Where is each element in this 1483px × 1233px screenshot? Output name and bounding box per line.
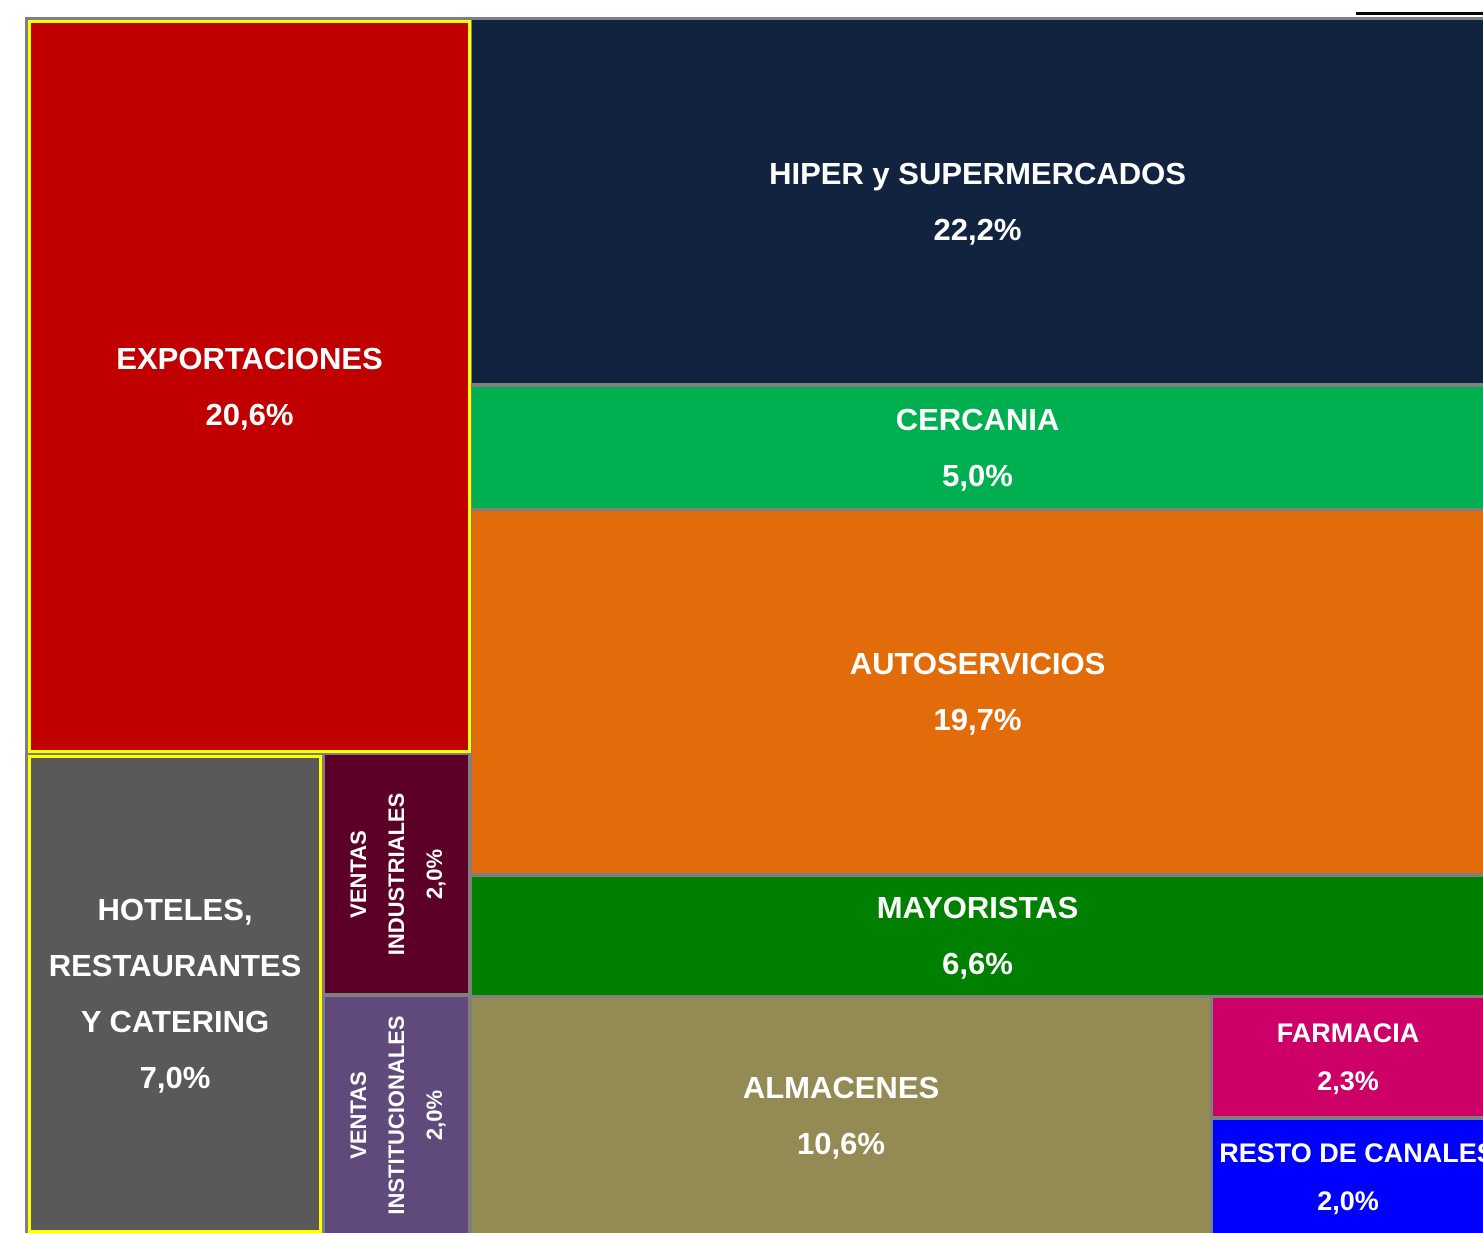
cell-value-label: 7,0% xyxy=(139,1060,211,1095)
cell-label: VENTAS INSTITUCIONALES xyxy=(345,1015,409,1215)
treemap-cell: RESTO DE CANALES 2,0% xyxy=(1213,1120,1483,1233)
treemap-cell: VENTAS INSTITUCIONALES 2,0% xyxy=(325,997,468,1233)
cell-value-label: 2,3% xyxy=(1317,1066,1379,1096)
top-rule xyxy=(1356,12,1483,15)
cell-value-label: 6,6% xyxy=(942,946,1013,981)
treemap-cell: ALMACENES 10,6% xyxy=(472,998,1210,1233)
cell-label: HIPER y SUPERMERCADOS xyxy=(769,155,1186,191)
cell-value-label: 22,2% xyxy=(933,211,1022,247)
cell-label-group: VENTAS INSTITUCIONALES 2,0% xyxy=(340,1002,454,1228)
cell-label: MAYORISTAS xyxy=(876,890,1079,925)
treemap-cell: EXPORTACIONES 20,6% xyxy=(28,20,471,753)
cell-value-label: 2,0% xyxy=(1317,1185,1379,1216)
cell-label: AUTOSERVICIOS xyxy=(849,646,1106,681)
treemap-cell: HOTELES, RESTAURANTES Y CATERING 7,0% xyxy=(28,755,322,1233)
cell-label: CERCANIA xyxy=(895,401,1060,437)
cell-value-label: 5,0% xyxy=(942,457,1013,493)
cell-label: RESTO DE CANALES xyxy=(1219,1137,1483,1168)
cell-value-label: 19,7% xyxy=(933,702,1022,737)
cell-label: FARMACIA xyxy=(1276,1018,1420,1048)
cell-value-label: 2,0% xyxy=(421,848,447,900)
treemap-cell: MAYORISTAS 6,6% xyxy=(472,877,1483,995)
cell-value-label: 2,0% xyxy=(421,1089,447,1141)
cell-label-group: VENTAS INDUSTRIALES 2,0% xyxy=(340,760,454,988)
cell-label: EXPORTACIONES xyxy=(116,340,383,376)
cell-value-label: 20,6% xyxy=(205,396,294,432)
cell-label: VENTAS INDUSTRIALES xyxy=(345,792,409,956)
cell-label: HOTELES, RESTAURANTES Y CATERING xyxy=(48,892,302,1039)
treemap-cell: VENTAS INDUSTRIALES 2,0% xyxy=(325,755,468,993)
cell-label: ALMACENES xyxy=(742,1069,940,1105)
treemap-cell: FARMACIA 2,3% xyxy=(1213,998,1483,1116)
treemap-cell: AUTOSERVICIOS 19,7% xyxy=(472,511,1483,873)
treemap-cell: CERCANIA 5,0% xyxy=(472,387,1483,508)
cell-value-label: 10,6% xyxy=(797,1125,885,1161)
treemap-cell: HIPER y SUPERMERCADOS 22,2% xyxy=(472,20,1483,383)
